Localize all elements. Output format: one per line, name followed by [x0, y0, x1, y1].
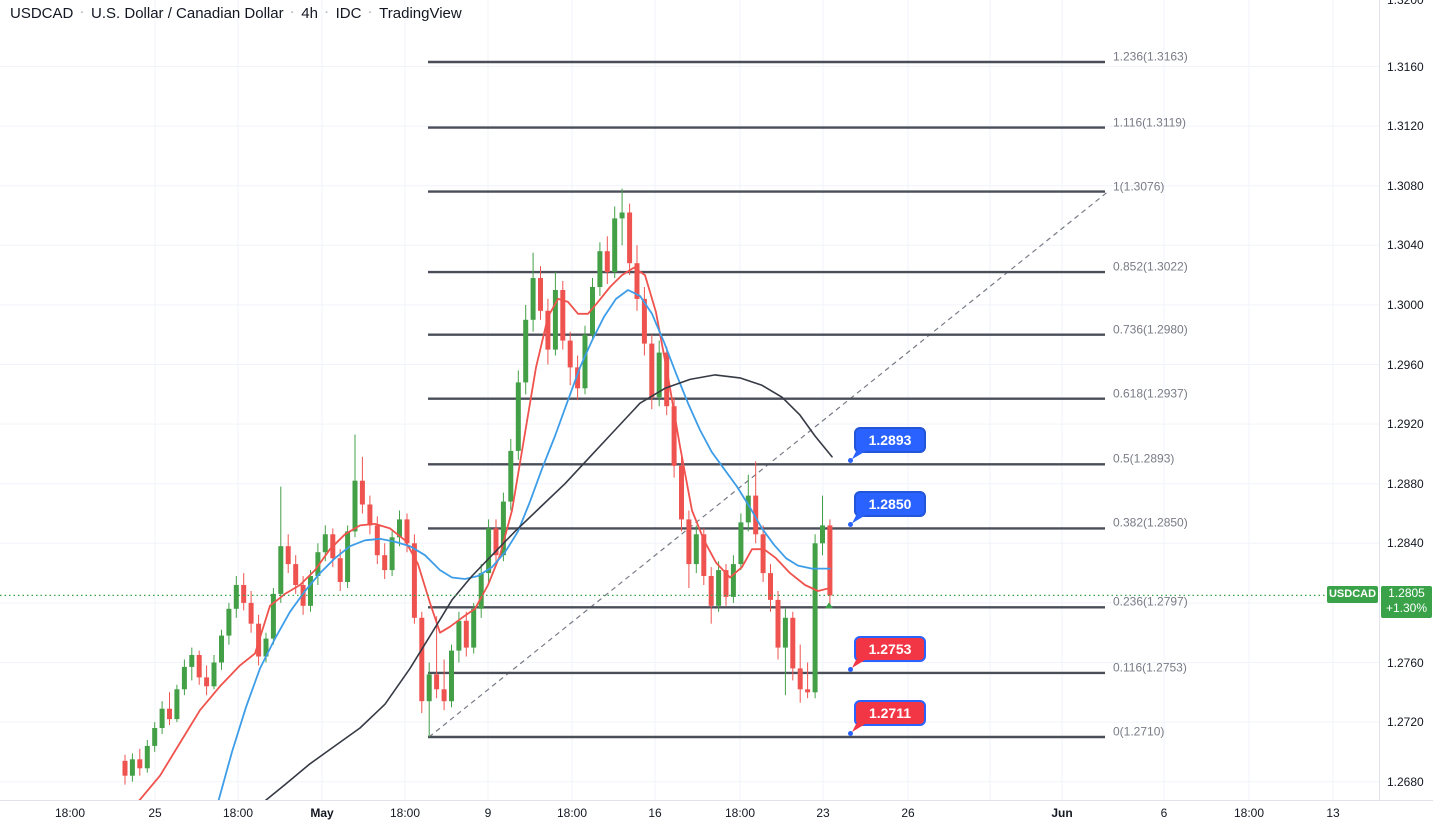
price-tick: 1.2760 [1387, 655, 1424, 670]
price-axis[interactable]: 1.3200 1.2805 +1.30% 1.3160 1.3120 1.3080 1… [1379, 0, 1433, 800]
time-tick: 9 [484, 806, 492, 820]
candlestick-chart-canvas[interactable] [0, 0, 1379, 800]
symbol-price-line-label: USDCAD [1327, 586, 1378, 604]
time-tick: 16 [648, 806, 662, 820]
price-tick: 1.2680 [1387, 774, 1424, 789]
slow-ma-line [264, 374, 833, 800]
time-tick: 26 [901, 806, 915, 820]
time-tick: 18:00 [54, 806, 86, 820]
title-part: TradingView [379, 5, 462, 22]
price-tick: 1.2880 [1387, 476, 1424, 491]
note-text: 1.2893 [868, 432, 912, 449]
price-note-1-2893[interactable]: 1.2893 [848, 427, 926, 464]
time-tick: 18:00 [222, 806, 254, 820]
time-tick: 18:00 [1233, 806, 1265, 820]
title-separator: · [80, 7, 85, 19]
fib-level-label-0: 0(1.2710) [1113, 724, 1165, 739]
fib-level-label-0.116: 0.116(1.2753) [1113, 660, 1187, 675]
note-anchor-dot [848, 666, 853, 672]
fib-level-label-1: 1(1.3076) [1113, 178, 1165, 193]
title-part: 4h [301, 5, 318, 22]
fib-level-label-0.5: 0.5(1.2893) [1113, 451, 1175, 466]
note-text: 1.2711 [868, 705, 912, 721]
note-text: 1.2850 [868, 496, 912, 513]
time-tick: 6 [1160, 806, 1168, 820]
time-tick: 23 [816, 806, 830, 820]
fast-ma-line [138, 266, 831, 800]
time-tick: May [310, 806, 334, 820]
price-note-1-2711[interactable]: 1.2711 [848, 700, 926, 736]
price-tick: 1.3160 [1387, 59, 1424, 74]
price-tick: 1.2920 [1387, 417, 1424, 432]
fib-level-label-0.618: 0.618(1.2937) [1113, 385, 1188, 400]
note-anchor-dot [848, 731, 853, 736]
last-price-value: 1.2805 [1388, 586, 1425, 601]
note-anchor-dot [848, 458, 853, 464]
price-tick: 1.2840 [1387, 536, 1424, 551]
title-part: USDCAD [10, 5, 74, 22]
title-separator: · [368, 7, 373, 19]
time-tick: 13 [1326, 806, 1340, 820]
fib-level-label-1.116: 1.116(1.3119) [1113, 114, 1186, 129]
price-note-1-2753[interactable]: 1.2753 [848, 635, 926, 672]
price-tick: 1.2720 [1387, 715, 1424, 730]
time-tick: 18:00 [389, 806, 421, 820]
time-axis[interactable]: 18:00 25 18:00 May 18:00 9 18:00 16 18:00 23 26 Jun… [0, 800, 1433, 826]
last-price-badge: 1.2805 +1.30% [1381, 586, 1432, 619]
title-separator: · [290, 7, 295, 19]
note-anchor-dot [848, 522, 853, 528]
time-tick: Jun [1051, 806, 1073, 820]
title-part: IDC [335, 5, 362, 22]
price-tick: 1.2960 [1387, 357, 1424, 372]
time-tick: 18:00 [724, 806, 756, 820]
price-note-1-2850[interactable]: 1.2850 [848, 491, 926, 528]
price-tick-partial: 1.3200 [1387, 0, 1424, 7]
fib-level-label-0.236: 0.236(1.2797) [1113, 594, 1188, 609]
title-separator: · [324, 7, 329, 19]
fib-level-label-1.236: 1.236(1.3163) [1113, 49, 1188, 64]
mid-ma-line [217, 289, 831, 800]
price-tick: 1.3080 [1387, 178, 1424, 193]
title-part: U.S. Dollar / Canadian Dollar [91, 5, 284, 22]
time-tick: 18:00 [556, 806, 588, 820]
last-price-marker [825, 602, 833, 609]
fib-level-label-0.382: 0.382(1.2850) [1113, 515, 1188, 530]
symbol-title: USDCAD · U.S. Dollar / Canadian Dollar · 4h ·… [10, 5, 462, 22]
note-text: 1.2753 [868, 640, 912, 657]
last-price-change: +1.30% [1385, 601, 1428, 616]
price-tick: 1.3120 [1387, 119, 1424, 134]
fib-level-label-0.852: 0.852(1.3022) [1113, 259, 1188, 274]
fib-level-label-0.736: 0.736(1.2980) [1113, 321, 1188, 336]
price-tick: 1.3040 [1387, 238, 1424, 253]
price-tick: 1.3000 [1387, 297, 1424, 312]
time-tick: 25 [148, 806, 162, 820]
